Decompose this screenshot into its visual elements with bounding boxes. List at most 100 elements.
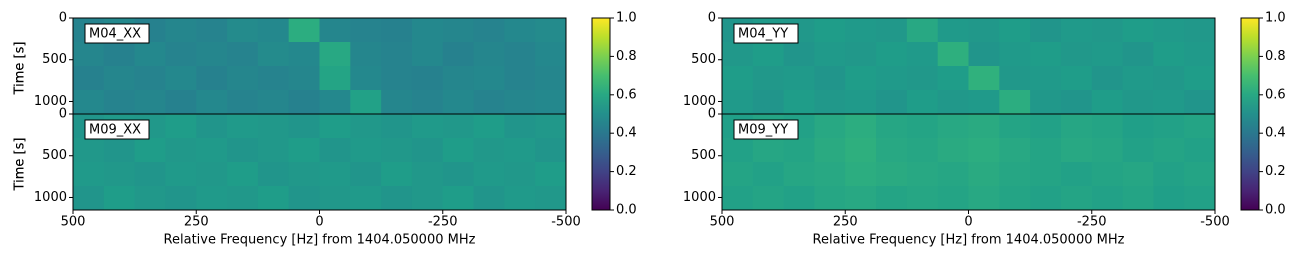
heatmap-cell xyxy=(134,90,166,115)
heatmap-cell xyxy=(968,66,1000,91)
heatmap-cell xyxy=(1091,42,1124,67)
y-tick-label: 500 xyxy=(42,148,67,163)
heatmap-cell xyxy=(288,66,320,91)
heatmap-cell xyxy=(1184,162,1216,187)
heatmap-cell xyxy=(73,90,105,115)
heatmap-cell xyxy=(411,18,444,43)
heatmap-cell xyxy=(845,66,877,91)
heatmap-cell xyxy=(411,186,444,211)
heatmap-cell xyxy=(814,162,846,187)
heatmap-cell xyxy=(134,162,166,187)
panel-label: M04_XX xyxy=(89,27,141,42)
heatmap-cell xyxy=(937,162,969,187)
heatmap-cell xyxy=(411,90,444,115)
heatmap-cell xyxy=(1184,90,1216,115)
heatmap-cell xyxy=(1184,138,1216,163)
heatmap-cell xyxy=(319,114,351,139)
heatmap-cell xyxy=(381,66,413,91)
heatmap-cell xyxy=(1091,162,1124,187)
x-tick-label: 0 xyxy=(315,215,323,230)
heatmap-cell xyxy=(1153,90,1185,115)
heatmap-cell xyxy=(1122,186,1154,211)
heatmap-cell xyxy=(165,90,197,115)
x-tick-label: 500 xyxy=(710,215,735,230)
heatmap-cell xyxy=(1030,162,1062,187)
heatmap-cell xyxy=(783,66,815,91)
heatmap-cell xyxy=(906,18,939,43)
heatmap-cell xyxy=(722,162,754,187)
heatmap-cell xyxy=(381,42,413,67)
heatmap-cell xyxy=(73,162,105,187)
heatmap-cell xyxy=(73,42,105,67)
colorbar xyxy=(1240,17,1260,211)
heatmap-cell xyxy=(937,186,969,211)
heatmap-cell xyxy=(442,162,475,187)
heatmap-cell xyxy=(876,162,908,187)
x-tick-label: -250 xyxy=(428,215,458,230)
heatmap-cell xyxy=(783,186,815,211)
heatmap-cell xyxy=(257,186,290,211)
heatmap-cell xyxy=(1184,186,1216,211)
heatmap-cell xyxy=(381,186,413,211)
heatmap-cell xyxy=(504,162,536,187)
heatmap-cell xyxy=(504,42,536,67)
heatmap-cell xyxy=(227,18,259,43)
heatmap-cell xyxy=(999,90,1031,115)
heatmap-cell xyxy=(1153,138,1185,163)
heatmap-cell xyxy=(381,114,413,139)
colorbar-tick-label: 1.0 xyxy=(616,11,637,26)
y-tick-label: 1000 xyxy=(683,190,716,205)
heatmap-cell xyxy=(165,138,197,163)
heatmap-cell xyxy=(906,162,939,187)
heatmap-cell xyxy=(442,114,475,139)
heatmap-cell xyxy=(473,66,505,91)
heatmap-cell xyxy=(504,138,536,163)
heatmap-cell xyxy=(1184,42,1216,67)
heatmap-cell xyxy=(227,66,259,91)
heatmap-cell xyxy=(350,114,382,139)
colorbar-tick-label: 0.0 xyxy=(616,203,637,218)
heatmap-cell xyxy=(1091,186,1124,211)
heatmap-cell xyxy=(473,90,505,115)
heatmap-cell xyxy=(752,42,785,67)
heatmap-cell xyxy=(134,66,166,91)
heatmap-cell xyxy=(999,42,1031,67)
y-axis-label: Time [s] xyxy=(13,42,28,96)
heatmap-cell xyxy=(165,114,197,139)
heatmap-cell xyxy=(257,90,290,115)
heatmap-cell xyxy=(196,42,228,67)
heatmap-cell xyxy=(1091,114,1124,139)
heatmap-cell xyxy=(876,90,908,115)
heatmap-cell xyxy=(319,18,351,43)
heatmap-cell xyxy=(165,162,197,187)
heatmap-cell xyxy=(257,114,290,139)
heatmap-cell xyxy=(227,42,259,67)
heatmap-cell xyxy=(257,138,290,163)
heatmap-cell xyxy=(165,186,197,211)
heatmap-cell xyxy=(288,186,320,211)
heatmap-cell xyxy=(1030,42,1062,67)
colorbar-tick-label: 0.2 xyxy=(1265,164,1286,179)
heatmap-cell xyxy=(999,186,1031,211)
heatmap-cell xyxy=(504,90,536,115)
heatmap-cell xyxy=(350,162,382,187)
heatmap-cell xyxy=(411,66,444,91)
heatmap-cell xyxy=(165,18,197,43)
heatmap-cell xyxy=(845,114,877,139)
heatmap-cell xyxy=(752,186,785,211)
heatmap-cell xyxy=(319,138,351,163)
colorbar xyxy=(591,17,611,211)
heatmap-cell xyxy=(535,42,567,67)
x-tick-label: -500 xyxy=(1200,215,1230,230)
heatmap-cell xyxy=(350,186,382,211)
heatmap-cell xyxy=(350,138,382,163)
heatmap-cell xyxy=(196,114,228,139)
heatmap-cell xyxy=(1030,66,1062,91)
heatmap-cell xyxy=(504,66,536,91)
heatmap-cell xyxy=(937,90,969,115)
heatmap-cell xyxy=(350,66,382,91)
heatmap-cell xyxy=(196,138,228,163)
heatmap-cell xyxy=(134,42,166,67)
heatmap-cell xyxy=(1091,18,1124,43)
